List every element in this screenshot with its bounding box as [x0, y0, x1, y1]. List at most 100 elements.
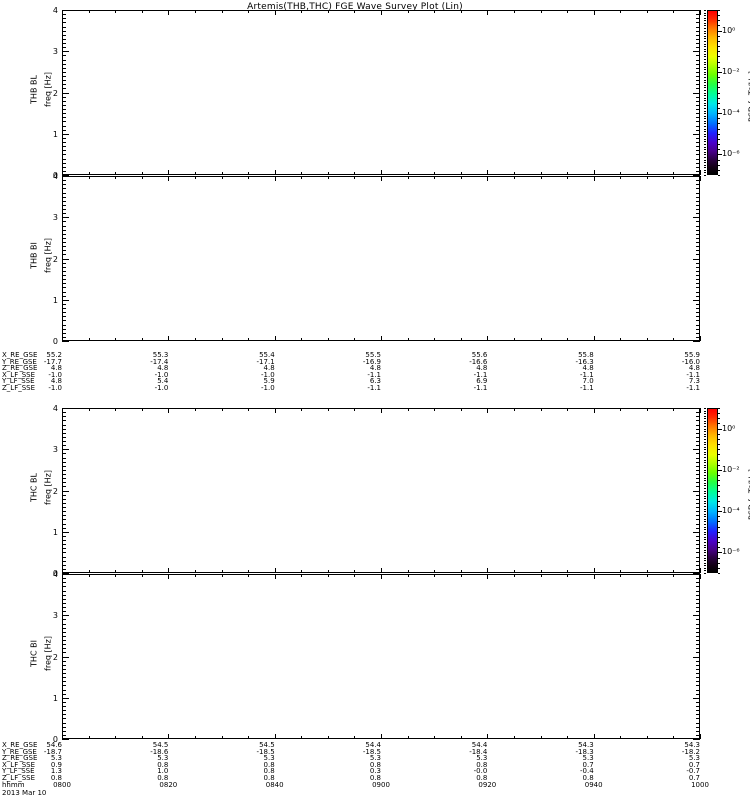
colorbar-minor-tick	[718, 138, 720, 140]
colorbar-minor-tick	[704, 12, 706, 14]
ephemeris-value: 6.3	[369, 377, 381, 386]
x-axis-minor-tick	[354, 570, 356, 573]
y-axis-minor-tick	[696, 644, 700, 646]
y-axis-minor-tick	[62, 714, 66, 716]
y-axis-minor-tick	[62, 548, 66, 550]
x-axis-minor-tick	[141, 574, 143, 577]
y-axis-minor-tick	[62, 47, 66, 49]
x-axis-minor-tick	[460, 736, 462, 739]
y-axis-minor-tick	[696, 237, 700, 239]
x-axis-tick	[593, 408, 595, 413]
x-axis-minor-tick	[327, 338, 329, 341]
y-axis-minor-tick	[696, 706, 700, 707]
y-axis-minor-tick	[696, 96, 700, 98]
y-axis-minor-tick	[62, 527, 66, 529]
date-label: 2013 Mar 10	[2, 789, 47, 797]
x-axis-tick	[487, 734, 489, 739]
x-axis-minor-tick	[327, 570, 329, 573]
y-axis-minor-tick	[62, 607, 66, 608]
x-axis-tick	[700, 176, 701, 181]
y-axis-minor-tick	[696, 693, 700, 695]
colorbar-minor-tick	[704, 35, 706, 37]
x-axis-minor-tick	[646, 408, 648, 411]
colorbar-minor-tick	[704, 552, 706, 554]
x-axis-minor-tick	[407, 172, 409, 175]
y-axis-minor-tick	[696, 275, 700, 276]
x-axis-tick	[274, 568, 276, 573]
x-axis-minor-tick	[540, 176, 542, 179]
x-axis-minor-tick	[540, 574, 542, 577]
spectrogram-panel-thb-bi[interactable]	[62, 176, 700, 341]
colorbar-tick	[718, 428, 722, 430]
x-axis-minor-tick	[301, 736, 303, 739]
spectrogram-panel-thc-bi[interactable]	[62, 574, 700, 739]
colorbar-minor-tick	[718, 511, 720, 513]
y-axis-tick-label: 3	[52, 611, 58, 621]
colorbar-minor-tick	[718, 567, 720, 569]
ephemeris-value: -16.9	[362, 357, 381, 366]
ephemeris-row-label: X_LF_SSE	[2, 760, 36, 769]
y-axis-minor-tick	[696, 441, 700, 442]
x-axis-minor-tick	[301, 176, 303, 179]
time-axis-tick-label: 0840	[265, 780, 284, 789]
y-axis-tick	[693, 258, 700, 260]
colorbar-minor-tick	[718, 485, 720, 487]
ephemeris-value: -18.6	[150, 747, 169, 756]
colorbar-minor-tick	[718, 444, 720, 446]
colorbar-top[interactable]	[707, 10, 718, 175]
y-axis-minor-tick	[62, 34, 66, 36]
y-axis-minor-tick	[62, 568, 66, 570]
y-axis-minor-tick	[696, 166, 700, 168]
colorbar-minor-tick	[704, 175, 706, 176]
x-axis-minor-tick	[407, 408, 409, 411]
x-axis-tick	[274, 408, 276, 413]
colorbar-minor-tick	[704, 87, 706, 89]
y-axis-minor-tick	[696, 142, 700, 143]
colorbar-minor-tick	[718, 464, 720, 466]
y-axis-minor-tick	[62, 266, 66, 268]
x-axis-minor-tick	[327, 408, 329, 411]
x-axis-tick	[168, 10, 170, 15]
y-axis-minor-tick	[696, 55, 700, 57]
y-axis-minor-tick	[62, 192, 66, 194]
colorbar-minor-tick	[704, 164, 706, 166]
colorbar-minor-tick	[704, 40, 706, 42]
ephemeris-row-label: Z_LF_SSE	[2, 384, 36, 392]
y-axis-minor-tick	[696, 511, 700, 513]
ephemeris-value: 54.3	[684, 741, 700, 749]
colorbar-minor-tick	[704, 71, 706, 73]
ephemeris-value: 0.8	[369, 774, 381, 782]
y-axis-minor-tick	[62, 242, 66, 243]
colorbar-minor-tick	[718, 175, 720, 176]
x-axis-minor-tick	[407, 574, 409, 577]
ephemeris-value: 5.3	[476, 754, 488, 763]
x-axis-minor-tick	[460, 338, 462, 341]
y-axis-minor-tick	[696, 486, 700, 488]
colorbar-minor-tick	[704, 95, 706, 97]
y-axis-minor-tick	[62, 275, 66, 276]
y-axis-minor-tick	[62, 441, 66, 442]
y-axis-minor-tick	[62, 14, 66, 16]
spectrogram-panel-thb-bl[interactable]	[62, 10, 700, 175]
y-axis-minor-tick	[62, 507, 66, 508]
colorbar-bottom[interactable]	[707, 408, 718, 573]
x-axis-minor-tick	[221, 736, 223, 739]
x-axis-tick	[593, 10, 595, 15]
y-axis-minor-tick	[62, 162, 66, 164]
colorbar-minor-tick	[718, 526, 720, 528]
colorbar-minor-tick	[704, 438, 706, 440]
colorbar-minor-tick	[704, 511, 706, 513]
x-axis-tick	[62, 170, 63, 175]
y-axis-minor-tick	[696, 635, 700, 637]
spectrogram-panel-thc-bl[interactable]	[62, 408, 700, 573]
y-axis-minor-tick	[696, 420, 700, 422]
x-axis-tick	[700, 574, 701, 579]
y-axis-minor-tick	[62, 270, 66, 272]
y-axis-minor-tick	[696, 568, 700, 570]
y-axis-tick	[62, 341, 69, 342]
y-axis-minor-tick	[696, 445, 700, 447]
y-axis-minor-tick	[62, 598, 66, 600]
y-axis-minor-tick	[696, 586, 700, 588]
y-axis-minor-tick	[62, 432, 66, 434]
colorbar-minor-tick	[704, 526, 706, 528]
